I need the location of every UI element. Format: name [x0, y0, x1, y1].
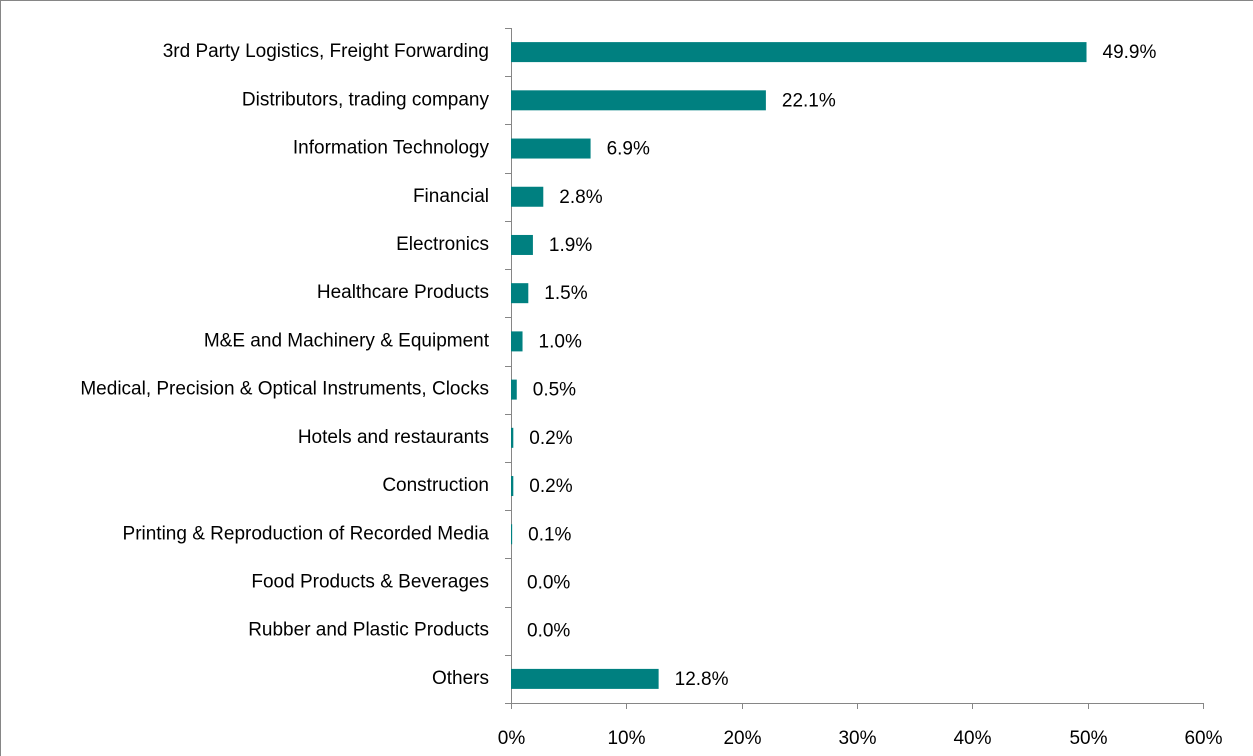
- bar: [511, 331, 523, 352]
- bar: [511, 427, 514, 448]
- x-tick-label: 0%: [498, 728, 526, 749]
- bar: [511, 379, 517, 400]
- value-label: 49.9%: [1103, 42, 1157, 63]
- y-tick-label: Financial: [413, 186, 489, 207]
- bar: [511, 668, 659, 689]
- value-label: 6.9%: [607, 139, 650, 160]
- bar: [511, 476, 514, 497]
- y-tick-label: Food Products & Beverages: [251, 571, 489, 592]
- y-tick-label: Distributors, trading company: [242, 89, 490, 110]
- value-label: 0.5%: [533, 380, 576, 401]
- y-tick-label: Printing & Reproduction of Recorded Medi…: [123, 523, 490, 544]
- y-tick-label: Rubber and Plastic Products: [248, 620, 489, 641]
- value-label: 0.0%: [527, 572, 570, 593]
- y-tick-label: M&E and Machinery & Equipment: [204, 330, 490, 351]
- x-tick-label: 60%: [1184, 728, 1222, 749]
- bar: [511, 283, 529, 304]
- y-tick-label: Hotels and restaurants: [298, 427, 489, 448]
- value-label: 22.1%: [782, 90, 836, 111]
- x-tick-label: 30%: [838, 728, 876, 749]
- y-tick-label: Electronics: [396, 234, 489, 255]
- value-label: 0.0%: [527, 621, 570, 642]
- value-label: 0.2%: [529, 476, 572, 497]
- x-tick-label: 20%: [723, 728, 761, 749]
- value-label: 2.8%: [559, 187, 602, 208]
- bar: [511, 186, 544, 207]
- y-tick-label: Others: [432, 668, 489, 689]
- bar: [511, 234, 533, 255]
- value-label: 0.2%: [529, 428, 572, 449]
- bar: [511, 138, 591, 159]
- value-label: 12.8%: [675, 669, 729, 690]
- value-label: 1.0%: [539, 331, 582, 352]
- bar: [511, 42, 1087, 63]
- y-tick-label: Healthcare Products: [317, 282, 489, 303]
- value-label: 1.9%: [549, 235, 592, 256]
- y-tick-label: 3rd Party Logistics, Freight Forwarding: [163, 41, 489, 62]
- value-label: 1.5%: [544, 283, 587, 304]
- value-label: 0.1%: [528, 524, 571, 545]
- bar: [511, 90, 766, 111]
- y-tick-label: Medical, Precision & Optical Instruments…: [80, 379, 489, 400]
- x-tick-label: 40%: [953, 728, 991, 749]
- x-tick-label: 50%: [1069, 728, 1107, 749]
- bar: [511, 524, 513, 545]
- y-tick-label: Information Technology: [293, 138, 490, 159]
- x-tick-label: 10%: [607, 728, 645, 749]
- y-tick-label: Construction: [382, 475, 489, 496]
